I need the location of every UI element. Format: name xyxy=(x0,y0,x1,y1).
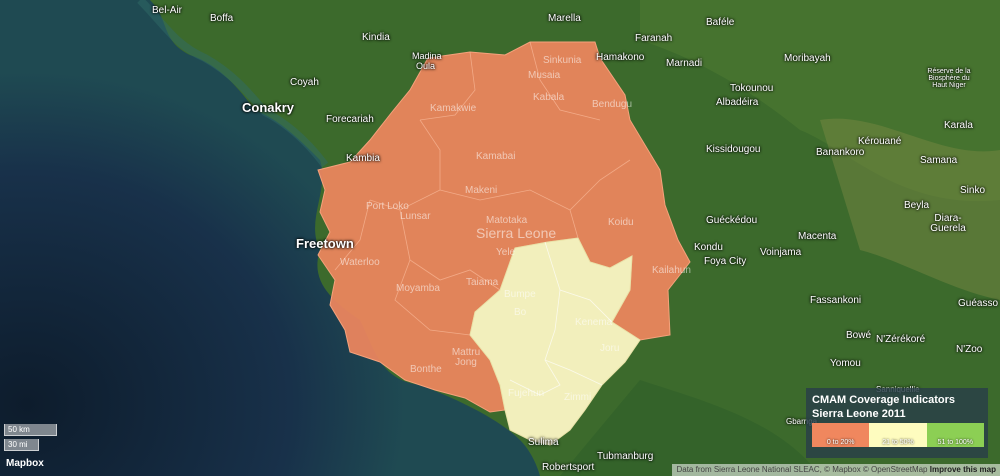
place-label[interactable]: Oula xyxy=(416,61,436,71)
place-label[interactable]: Baféle xyxy=(706,17,735,28)
place-label[interactable]: Kailahun xyxy=(652,265,691,276)
place-label[interactable]: Waterloo xyxy=(340,257,380,268)
legend-item-label: 21 to 50% xyxy=(882,439,914,446)
place-label[interactable]: Réserve de la Biosphère du Haut Niger xyxy=(927,68,971,89)
country-label: Sierra Leone xyxy=(476,225,557,241)
district-borders xyxy=(334,41,631,336)
improve-map-link[interactable]: Improve this map xyxy=(929,465,996,474)
place-label[interactable]: Kamabai xyxy=(476,151,516,162)
legend-item-label: 0 to 20% xyxy=(826,439,855,446)
place-label[interactable]: Tubmanburg xyxy=(597,451,654,462)
place-label[interactable]: Kondu xyxy=(694,242,723,253)
place-label[interactable]: Zimmi xyxy=(564,392,592,403)
place-label[interactable]: Sulima xyxy=(528,437,559,448)
place-label[interactable]: Marnadi xyxy=(666,58,703,69)
place-label[interactable]: Lunsar xyxy=(400,211,431,222)
place-label[interactable]: Beyla xyxy=(904,200,930,211)
place-label[interactable]: Taiama xyxy=(466,277,499,288)
place-label[interactable]: Macenta xyxy=(798,231,837,242)
place-label[interactable]: Musaia xyxy=(528,70,561,81)
place-label[interactable]: Kenema xyxy=(575,317,613,328)
legend-item: 21 to 50% xyxy=(869,423,927,447)
place-label[interactable]: Moyamba xyxy=(396,283,440,294)
place-label[interactable]: Banankoro xyxy=(816,147,865,158)
place-label[interactable]: Makeni xyxy=(465,185,498,196)
mapbox-logo[interactable]: Mapbox xyxy=(6,458,44,469)
map-legend: CMAM Coverage Indicators Sierra Leone 20… xyxy=(806,388,988,458)
place-label[interactable]: Sinko xyxy=(960,185,986,196)
place-label[interactable]: Sinkunia xyxy=(543,55,582,66)
legend-item: 51 to 100% xyxy=(926,423,984,447)
region-mid-coverage xyxy=(469,237,641,446)
place-label[interactable]: Bowé xyxy=(846,330,872,341)
place-label[interactable]: Joru xyxy=(600,343,620,354)
place-label[interactable]: N'Zoo xyxy=(956,344,983,355)
place-label[interactable]: Moribayah xyxy=(784,53,831,64)
place-label[interactable]: Bonthe xyxy=(410,364,442,375)
place-label[interactable]: Madina xyxy=(412,51,442,61)
attribution: Data from Sierra Leone National SLEAC, ©… xyxy=(672,464,1000,476)
place-label[interactable]: Albadéira xyxy=(716,97,759,108)
place-label[interactable]: Marella xyxy=(548,13,581,24)
place-label[interactable]: Kamakwie xyxy=(430,103,477,114)
place-label[interactable]: Conakry xyxy=(242,100,295,115)
place-label[interactable]: Fujehun xyxy=(508,388,545,399)
place-label[interactable]: Foya City xyxy=(704,256,747,267)
ocean-area xyxy=(0,0,540,476)
place-label[interactable]: Tokounou xyxy=(730,83,774,94)
legend-item: 0 to 20% xyxy=(812,423,870,447)
place-label[interactable]: N'Zérékoré xyxy=(876,334,926,345)
place-label[interactable]: Diara-Guerela xyxy=(930,213,966,234)
scale-bar-km: 50 km xyxy=(4,424,57,436)
attribution-text[interactable]: Data from Sierra Leone National SLEAC, ©… xyxy=(676,465,928,474)
place-label[interactable]: Yele xyxy=(496,247,516,258)
legend-title: CMAM Coverage Indicators xyxy=(812,394,956,406)
place-label[interactable]: Bumpe xyxy=(504,289,536,300)
place-label[interactable]: Bo xyxy=(514,307,527,318)
place-label[interactable]: Voinjama xyxy=(760,247,802,258)
place-label[interactable]: Forecariah xyxy=(326,114,374,125)
place-label[interactable]: Coyah xyxy=(290,77,319,88)
place-label[interactable]: Kérouané xyxy=(858,136,902,147)
place-label[interactable]: Faranah xyxy=(635,33,673,44)
legend-item-label: 51 to 100% xyxy=(937,439,974,446)
place-label[interactable]: Samana xyxy=(920,155,958,166)
place-label[interactable]: Gbarnga xyxy=(786,417,818,426)
place-label[interactable]: Kabala xyxy=(533,92,565,103)
place-label[interactable]: Mattru Jong xyxy=(451,347,481,368)
place-label[interactable]: Hamakono xyxy=(596,52,645,63)
place-label[interactable]: Port Loko xyxy=(366,201,409,212)
place-label[interactable]: Kambia xyxy=(346,153,380,164)
place-label[interactable]: Karala xyxy=(944,120,973,131)
legend-color-bar: 0 to 20% 21 to 50% 51 to 100% xyxy=(812,423,984,447)
place-label[interactable]: Boffa xyxy=(210,13,234,24)
place-label[interactable]: Fassankoni xyxy=(810,295,862,306)
place-label[interactable]: Bendugu xyxy=(592,99,633,110)
place-label[interactable]: Yomou xyxy=(830,358,861,369)
place-label[interactable]: Koidu xyxy=(608,217,634,228)
place-label[interactable]: Freetown xyxy=(296,236,354,251)
place-label[interactable]: Kissidougou xyxy=(706,144,761,155)
place-label[interactable]: Matotaka xyxy=(486,215,528,226)
place-label[interactable]: Bel-Air xyxy=(152,5,183,16)
legend-subtitle: Sierra Leone 2011 xyxy=(812,408,906,420)
scale-bar-mi: 30 mi xyxy=(4,439,39,451)
place-label[interactable]: Guéasso xyxy=(958,298,999,309)
place-label[interactable]: Guéckédou xyxy=(706,215,758,226)
place-label[interactable]: Robertsport xyxy=(542,462,595,473)
place-label[interactable]: Kindia xyxy=(362,32,390,43)
